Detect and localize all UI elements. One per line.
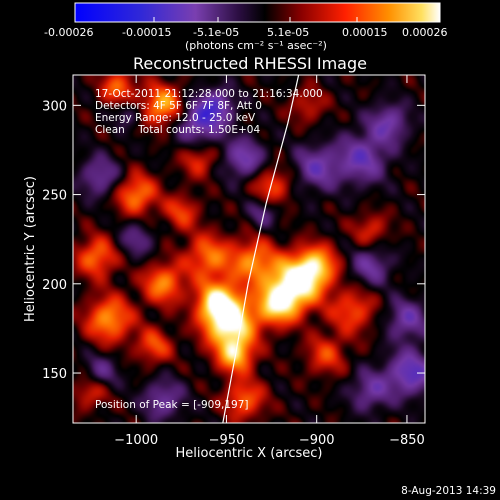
info-line-time: 17-Oct-2011 21:12:28.000 to 21:16:34.000 — [95, 88, 323, 100]
x-tick-label: −1000 — [114, 433, 158, 448]
y-axis-label: Heliocentric Y (arcsec) — [23, 176, 38, 322]
footer-date: 8-Aug-2013 14:39 — [401, 485, 496, 497]
colorbar-ticks — [74, 17, 441, 22]
y-tick-label: 150 — [42, 367, 67, 382]
solar-limb-line — [222, 75, 300, 423]
colorbar-tick-label: -0.00015 — [122, 26, 171, 39]
y-tick-label: 250 — [42, 189, 67, 204]
colorbar-tick-label: 5.1e-05 — [267, 26, 309, 39]
colorbar-units: (photons cm⁻² s⁻¹ asec⁻²) — [185, 39, 327, 52]
x-tick-label: −850 — [389, 433, 425, 448]
colorbar-tick-label: -5.1e-05 — [193, 26, 239, 39]
colorbar-tick-label: -0.00026 — [44, 26, 93, 39]
y-tick-label: 300 — [42, 99, 67, 114]
x-axis-label: Heliocentric X (arcsec) — [176, 446, 323, 461]
x-tick-label: −950 — [209, 433, 245, 448]
heatmap — [73, 75, 425, 423]
y-axis-ticks: 150 200 250 300 — [42, 99, 425, 382]
chart-title: Reconstructed RHESSI Image — [133, 54, 367, 73]
colorbar — [74, 2, 441, 23]
colorbar-tick-label: 0.00015 — [342, 26, 388, 39]
info-line-energy: Energy Range: 12.0 - 25.0 keV — [95, 112, 256, 124]
colorbar-tick-label: 0.00026 — [402, 26, 448, 39]
x-tick-label: −900 — [299, 433, 335, 448]
info-line-detectors: Detectors: 4F 5F 6F 7F 8F, Att 0 — [95, 100, 262, 112]
x-axis-ticks: −1000 −950 −900 −850 — [114, 75, 425, 448]
info-line-clean: Clean Total counts: 1.50E+04 — [95, 124, 260, 136]
plot-frame — [72, 74, 426, 424]
peak-position-label: Position of Peak = [-909,197] — [95, 399, 249, 411]
y-tick-label: 200 — [42, 278, 67, 293]
